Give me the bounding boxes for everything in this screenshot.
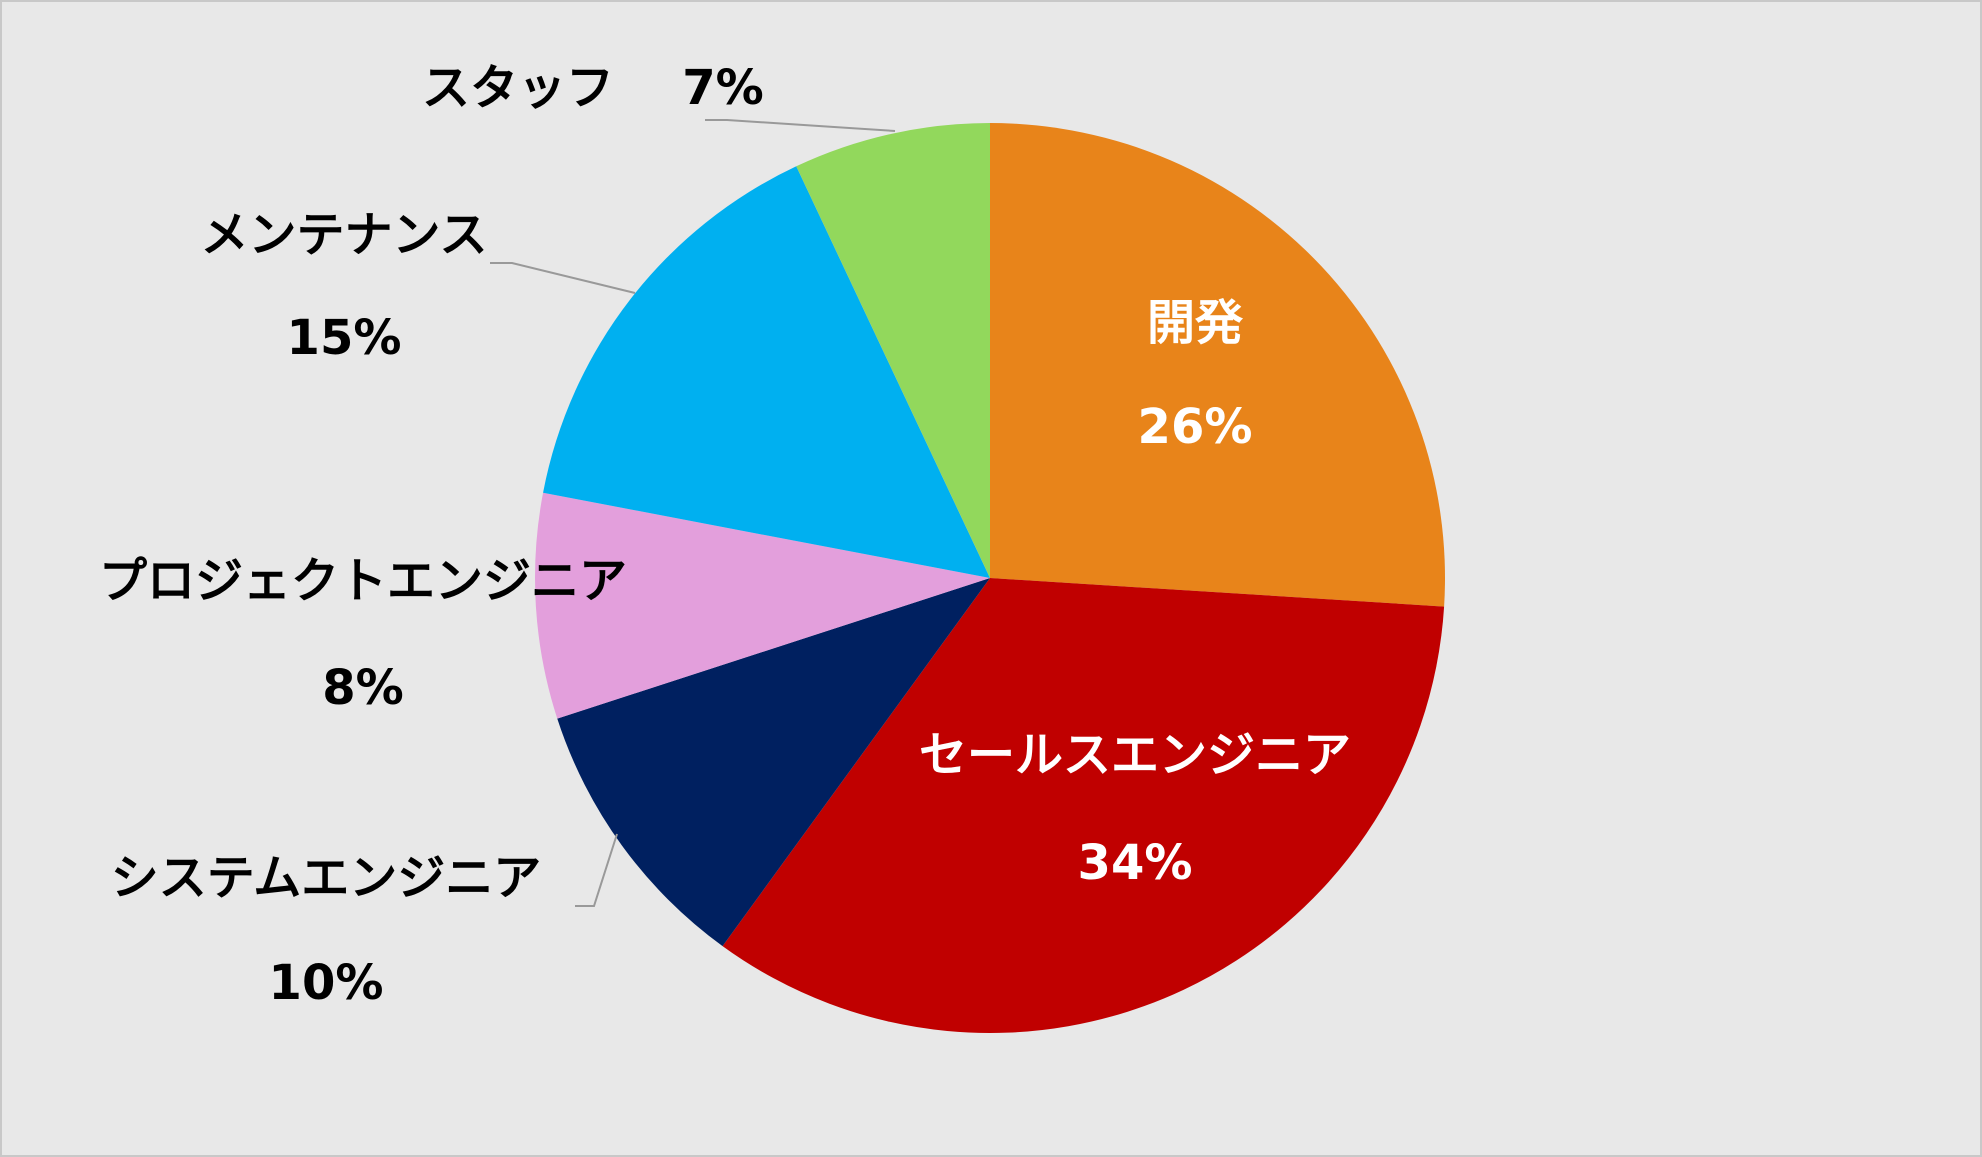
data-label-value: 34% xyxy=(1078,835,1193,891)
data-label-name: プロジェクトエンジニア xyxy=(99,553,627,609)
data-label-value: 10% xyxy=(269,955,384,1011)
pie-slice xyxy=(722,578,1445,1034)
data-label-name: システムエンジニア xyxy=(111,850,542,906)
pie-slice xyxy=(990,123,1445,607)
pie-slice xyxy=(535,492,990,719)
data-label-value: 15% xyxy=(287,310,402,366)
data-label-value: 26% xyxy=(1138,399,1253,455)
data-label-value: 7% xyxy=(682,60,764,116)
data-label-value: 8% xyxy=(322,660,404,716)
data-label-name: スタッフ xyxy=(422,60,614,116)
leader-line xyxy=(575,833,618,907)
pie-slice xyxy=(796,123,990,578)
data-label-name: セールスエンジニア xyxy=(919,727,1351,783)
pie-slice xyxy=(543,166,990,578)
leader-line xyxy=(490,262,636,294)
data-label-name: 開発 xyxy=(1147,295,1244,351)
leader-line xyxy=(705,119,896,132)
pie xyxy=(535,123,1445,1034)
data-label-name: メンテナンス xyxy=(200,207,487,263)
pie-slice xyxy=(557,578,990,947)
